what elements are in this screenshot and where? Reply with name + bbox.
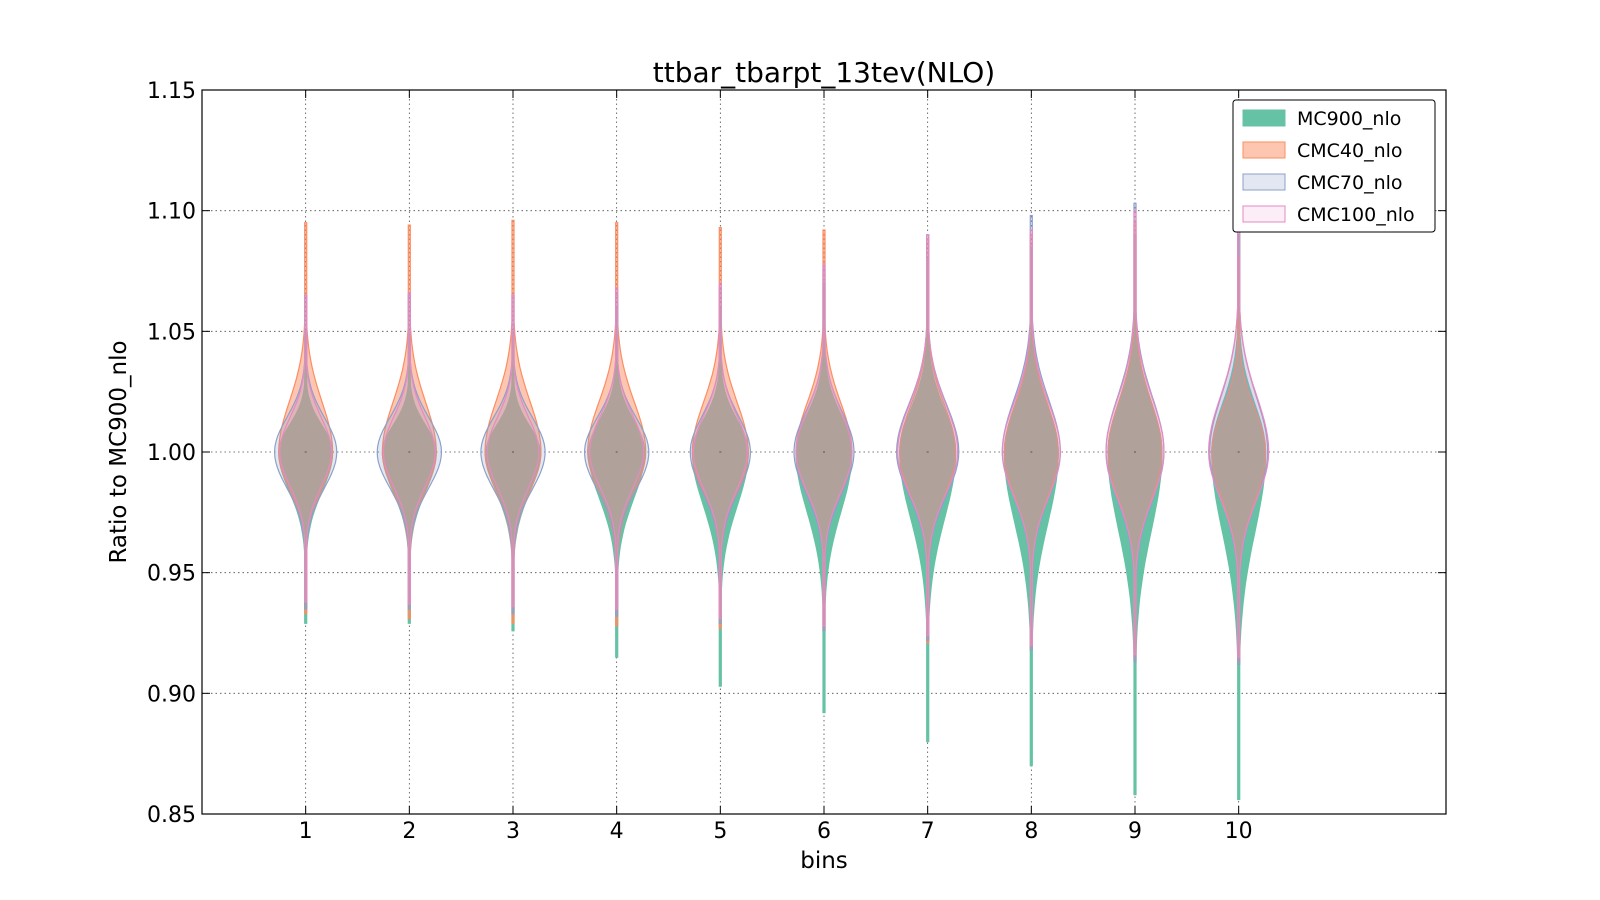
- y-tick-label: 0.85: [147, 803, 196, 828]
- y-tick-label: 0.90: [147, 682, 196, 707]
- violin-cmc100-nlo-bin-8: [1001, 229, 1062, 646]
- x-tick-label: 8: [1024, 819, 1038, 844]
- violin-cmc100-nlo-bin-3: [486, 294, 540, 608]
- x-tick-label: 3: [506, 819, 520, 844]
- x-axis-label: bins: [800, 848, 848, 874]
- violin-cmc40-nlo-bin-2: [381, 224, 437, 620]
- legend-swatch-cmc100-nlo: [1242, 205, 1286, 223]
- axis-ticks: 1 2 3 4 5 6 7 8 9 10 0.85 0.90 0.95 1.00 1.05 1.10 1.15: [147, 79, 1446, 844]
- legend-label-cmc70-nlo: CMC70_nlo: [1297, 172, 1403, 194]
- x-tick-label: 1: [299, 819, 313, 844]
- legend-label-mc900-nlo: MC900_nlo: [1297, 108, 1401, 130]
- y-tick-label: 1.15: [147, 79, 196, 104]
- legend: MC900_nlo CMC40_nlo CMC70_nlo CMC100_nlo: [1232, 99, 1436, 233]
- y-axis-label: Ratio to MC900_nlo: [106, 340, 132, 563]
- x-tick-label: 4: [610, 819, 624, 844]
- y-tick-label: 1.00: [147, 441, 196, 466]
- violin-cmc100-nlo-bin-4: [589, 287, 645, 610]
- x-tick-label: 2: [402, 819, 416, 844]
- y-tick-label: 1.05: [147, 320, 196, 345]
- x-tick-label: 9: [1128, 819, 1142, 844]
- legend-label-cmc40-nlo: CMC40_nlo: [1297, 140, 1403, 162]
- violin-cmc100-nlo-bin-1: [279, 294, 333, 603]
- legend-swatch-cmc70-nlo: [1242, 173, 1286, 191]
- violin-cmc100-nlo-bin-5: [692, 282, 748, 620]
- violin-cmc40-nlo-bin-1: [278, 222, 334, 615]
- legend-label-cmc100-nlo: CMC100_nlo: [1297, 204, 1415, 226]
- violin-plots: [273, 198, 1270, 801]
- legend-swatch-mc900-nlo: [1242, 109, 1286, 127]
- violin-cmc100-nlo-bin-7: [897, 234, 959, 636]
- legend-box: [1232, 99, 1436, 233]
- y-tick-label: 0.95: [147, 562, 196, 587]
- chart-title: ttbar_tbarpt_13tev(NLO): [653, 56, 995, 89]
- x-tick-label: 7: [921, 819, 935, 844]
- x-tick-label: 10: [1225, 819, 1253, 844]
- violin-cmc70-nlo-bin-9: [1105, 202, 1165, 663]
- legend-swatch-cmc40-nlo: [1242, 141, 1286, 159]
- x-tick-label: 5: [713, 819, 727, 844]
- violin-cmc100-nlo-bin-10: [1207, 198, 1270, 658]
- violin-cmc100-nlo-bin-6: [795, 263, 853, 627]
- violin-cmc100-nlo-bin-9: [1105, 210, 1165, 656]
- x-tick-label: 6: [817, 819, 831, 844]
- violin-cmc100-nlo-bin-2: [382, 292, 436, 605]
- violin-cmc40-nlo-bin-3: [484, 219, 542, 624]
- y-tick-label: 1.10: [147, 200, 196, 225]
